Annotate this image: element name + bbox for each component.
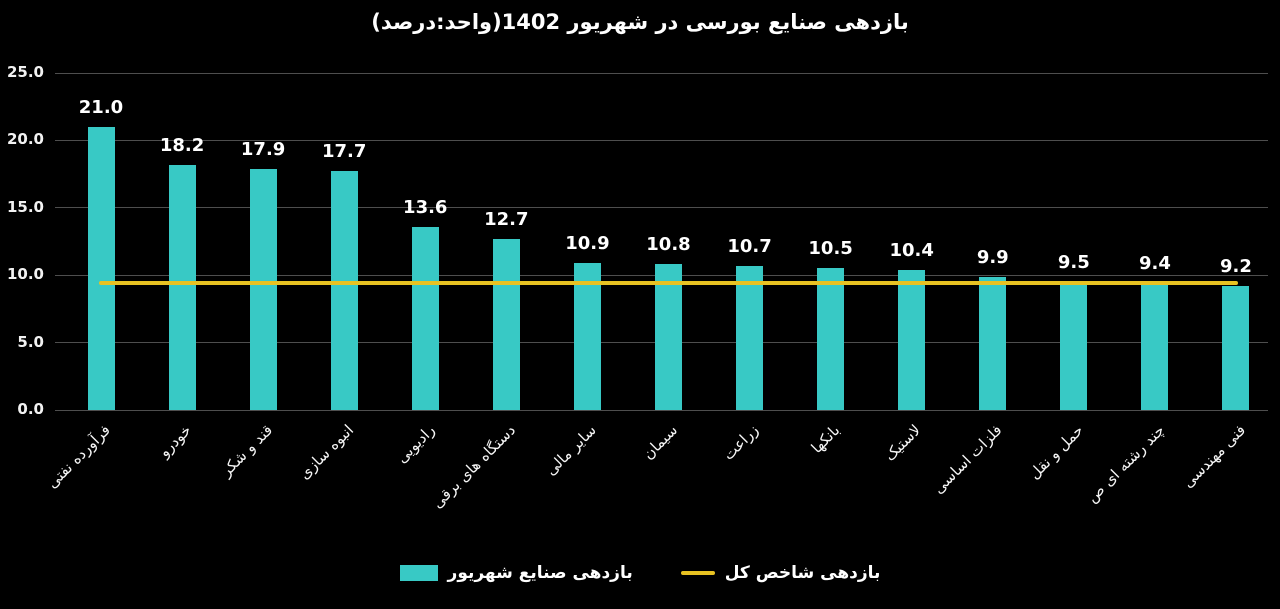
bar [817, 268, 845, 410]
x-axis-label: فنی مهندسی [1178, 421, 1249, 492]
x-axis-label: سایر مالی [542, 421, 601, 480]
bar-value-label: 17.7 [321, 141, 367, 163]
bar-value-label: 10.9 [565, 233, 610, 255]
x-axis-label: انبوه سازی [295, 421, 357, 483]
plot-area: 0.0 5.0 10.0 15.0 20.0 25.0 21.0 فرآورده نفتی 18… [7, 65, 1268, 512]
x-axis-label: سیمان [639, 421, 682, 463]
gridline [55, 409, 1268, 411]
bar [492, 238, 520, 410]
bar-series-label: بازدهی صنایع شهریور [447, 563, 633, 583]
bar [979, 276, 1007, 410]
y-axis-tick: 10.0 [6, 265, 44, 284]
bar-value-label: 9.5 [1057, 251, 1090, 273]
bar [330, 171, 358, 410]
bar [654, 264, 682, 410]
x-axis-label: رادیویی [392, 421, 438, 467]
bar [1222, 285, 1250, 410]
bar-value-label: 21.0 [78, 96, 124, 118]
bar [168, 164, 196, 410]
x-axis-label: قند و شکر [216, 421, 276, 481]
bar-value-label: 10.8 [646, 234, 691, 256]
legend-item-line: بازدهی شاخص کل [680, 563, 881, 583]
bar [411, 226, 439, 410]
bar [573, 263, 601, 410]
bar-series-swatch [399, 565, 438, 581]
bar-value-label: 9.2 [1220, 255, 1252, 277]
x-axis-label: چند رشته ای ص [1082, 421, 1168, 507]
gridline [55, 72, 1268, 74]
bar [249, 168, 277, 410]
bar-value-label: 9.4 [1138, 253, 1171, 275]
bar-value-label: 12.7 [484, 208, 529, 230]
bar-value-label: 18.2 [159, 134, 205, 156]
y-axis-tick: 25.0 [6, 63, 44, 81]
bar-value-label: 10.4 [889, 239, 934, 261]
y-axis-tick: 0.0 [17, 400, 44, 418]
bar-value-label: 10.7 [727, 235, 772, 257]
x-axis-label: لاستیک [880, 421, 925, 465]
x-axis-label: خودرو [155, 421, 195, 461]
bar [1141, 283, 1169, 410]
legend: بازدهی صنایع شهریور بازدهی شاخص کل [0, 563, 1280, 583]
bar-value-label: 13.6 [403, 196, 448, 218]
x-axis-label: فرآورده نفتی [42, 421, 114, 492]
y-axis-tick: 5.0 [17, 332, 44, 351]
line-series-label: بازدهی شاخص کل [724, 563, 881, 583]
x-axis-label: دستگاه های برقی [428, 421, 520, 512]
x-axis-label: فلزات اساسی [929, 421, 1006, 498]
bar-value-label: 17.9 [240, 138, 286, 160]
gridline [55, 139, 1268, 141]
legend-item-bars: بازدهی صنایع شهریور [399, 563, 633, 583]
y-axis-tick: 20.0 [6, 130, 44, 149]
bar [1060, 281, 1088, 410]
x-axis-label: بانکها [807, 421, 844, 457]
x-axis-label: زراعت [719, 421, 763, 464]
bar [898, 269, 926, 410]
index-line [99, 281, 1238, 286]
chart-title: بازدهی صنایع بورسی در شهریور 1402(واحد:د… [371, 10, 909, 34]
gridline [55, 207, 1268, 209]
bar-value-label: 10.5 [808, 238, 853, 260]
y-axis-tick: 15.0 [6, 197, 44, 216]
bar [87, 126, 115, 410]
x-axis-label: حمل و نقل [1024, 421, 1087, 483]
bar-value-label: 9.9 [976, 246, 1009, 268]
line-series-swatch [680, 571, 715, 575]
bar [736, 265, 764, 410]
